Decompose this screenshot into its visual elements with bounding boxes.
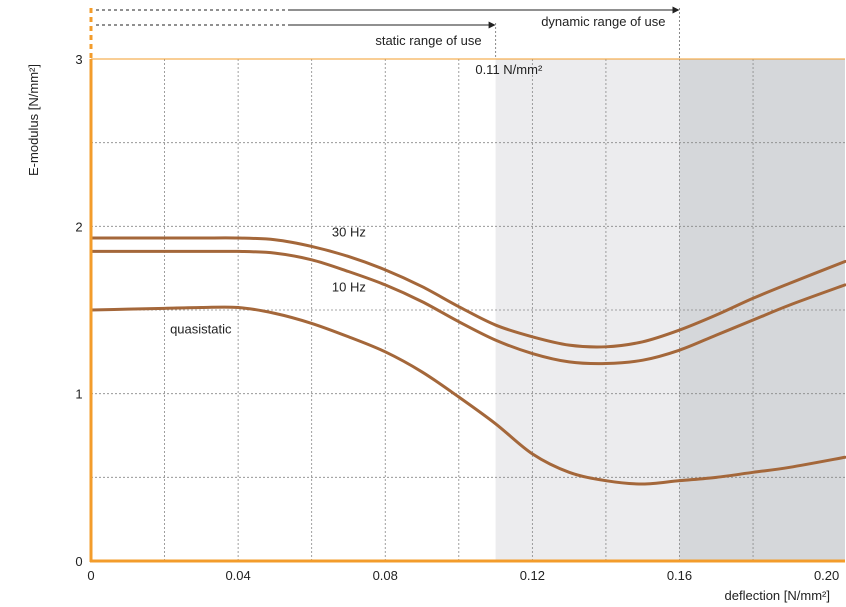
range-arrowhead <box>672 6 680 14</box>
range-label: static range of use <box>375 33 481 48</box>
x-tick-label: 0.20 <box>814 568 839 583</box>
x-tick-label: 0.04 <box>225 568 250 583</box>
series-lines <box>89 236 846 486</box>
annotation-label: 0.11 N/mm² <box>475 62 543 77</box>
x-tick-label: 0.12 <box>520 568 545 583</box>
range-arrows: dynamic range of use static range of use <box>96 6 680 59</box>
x-tick-label: 0.16 <box>667 568 692 583</box>
x-axis-label: deflection [N/mm²] <box>725 588 830 603</box>
series-label-quasistatic: quasistatic <box>170 321 232 336</box>
series-label-10-hz: 10 Hz <box>332 280 366 295</box>
y-axis-label: E-modulus [N/mm²] <box>26 64 41 176</box>
y-tick-label: 1 <box>75 387 82 402</box>
series-line-quasistatic <box>89 305 846 486</box>
series-line-30-hz <box>89 236 846 349</box>
series-line-10-hz <box>89 249 846 366</box>
series-labels: 30 Hz 10 Hz quasistatic <box>170 224 366 336</box>
series-label-30-hz: 30 Hz <box>332 224 366 239</box>
y-tick-label: 2 <box>75 219 82 234</box>
y-tick-label: 3 <box>75 52 82 67</box>
x-tick-labels: 0 0.04 0.08 0.12 0.16 0.20 <box>87 568 839 583</box>
annotations: 0.11 N/mm² <box>475 62 543 77</box>
axes <box>89 8 845 563</box>
range-arrowhead <box>488 21 496 29</box>
y-tick-label: 0 <box>75 554 82 569</box>
range-label: dynamic range of use <box>541 14 665 29</box>
x-tick-label: 0 <box>87 568 94 583</box>
y-tick-labels: 0 1 2 3 <box>75 52 82 569</box>
x-tick-label: 0.08 <box>373 568 398 583</box>
